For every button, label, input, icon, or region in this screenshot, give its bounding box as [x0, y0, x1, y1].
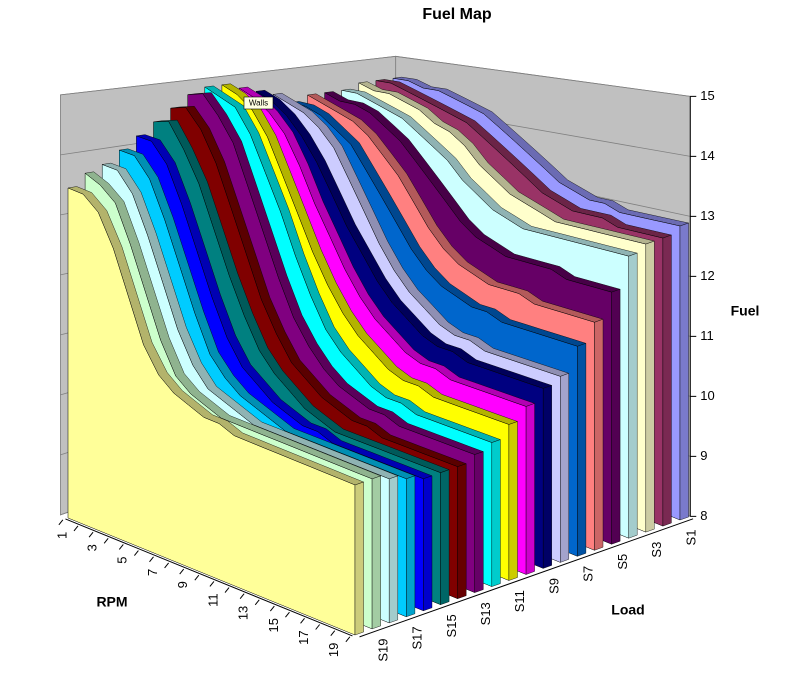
x-tick	[345, 636, 351, 643]
x-tick	[73, 525, 79, 532]
depth-tick-label: S17	[410, 626, 425, 649]
wall-end	[354, 481, 364, 636]
x-tick	[88, 531, 94, 538]
wall-end	[389, 475, 398, 624]
wall-end	[662, 234, 672, 527]
wall-end	[560, 373, 569, 563]
y-axis-title: Fuel	[731, 303, 760, 319]
x-tick	[285, 611, 290, 618]
x-tick-label: 7	[145, 569, 160, 576]
depth-tick-label: S1	[683, 530, 698, 546]
y-tick-label: 14	[700, 148, 714, 163]
y-tick-label: 11	[700, 328, 714, 343]
depth-tick-label: S19	[375, 639, 390, 662]
wall-end	[645, 240, 655, 533]
x-tick	[164, 562, 169, 569]
x-axis-title: RPM	[96, 594, 127, 610]
y-tick-label: 10	[700, 388, 714, 403]
wall-end	[611, 288, 621, 545]
depth-tick-label: S9	[546, 578, 561, 594]
depth-tick-label: S5	[615, 554, 630, 570]
x-tick	[118, 544, 124, 550]
x-tick-label: 17	[296, 630, 311, 644]
wall-end	[474, 451, 484, 593]
x-tick	[58, 519, 64, 526]
x-tick	[300, 618, 305, 624]
area	[67, 187, 356, 636]
y-tick-label: 9	[700, 448, 707, 463]
x-tick	[194, 574, 200, 581]
x-tick	[209, 581, 215, 587]
x-tick-label: 5	[115, 556, 130, 563]
tooltip-box	[243, 96, 274, 110]
x-tick	[315, 624, 321, 630]
wall-end	[577, 343, 587, 557]
depth-tick-label: S15	[444, 614, 459, 637]
wall-end	[594, 318, 604, 551]
x-tick	[149, 556, 154, 563]
plot-area	[67, 76, 690, 636]
depth-tick-label: S3	[649, 542, 664, 558]
grid-line	[60, 55, 691, 97]
x-tick-label: 11	[205, 593, 220, 607]
x-tick	[103, 537, 109, 544]
x-tick-label: 15	[266, 618, 281, 632]
depth-axis-title: Load	[611, 602, 644, 618]
wall-end	[457, 463, 467, 599]
x-tick	[269, 605, 275, 612]
x-tick	[134, 550, 139, 556]
x-tick-label: 1	[54, 532, 69, 539]
y-tick-label: 13	[700, 208, 714, 223]
axes: 89101112131415S1S3S5S7S9S11S13S15S17S191…	[54, 88, 714, 662]
depth-tick-label: S7	[581, 566, 596, 582]
wall-end	[406, 475, 416, 618]
wall-end	[440, 469, 450, 605]
x-tick	[254, 599, 260, 606]
x-tick-label: 19	[326, 643, 341, 657]
y-tick-label: 12	[700, 268, 714, 283]
y-tick-label: 15	[700, 88, 714, 103]
wall-end	[508, 421, 518, 581]
wall-end	[525, 403, 535, 575]
wall-end	[423, 475, 433, 612]
x-tick	[224, 587, 230, 593]
wall-end	[491, 439, 501, 587]
wall-end	[543, 385, 552, 569]
x-tick	[330, 630, 336, 636]
wall-end	[628, 252, 638, 539]
depth-axis-line	[359, 518, 694, 638]
depth-tick-label: S11	[512, 590, 527, 612]
tooltip: Walls	[249, 99, 268, 108]
x-tick	[179, 568, 185, 575]
wall-end	[679, 222, 689, 521]
x-tick	[239, 593, 245, 600]
wall-end	[371, 475, 381, 630]
x-tick-label: 3	[85, 544, 100, 551]
x-tick-label: 9	[175, 581, 190, 588]
x-tick-label: 13	[236, 606, 251, 620]
depth-tick-label: S13	[478, 602, 493, 625]
y-tick-label: 8	[700, 508, 707, 523]
chart-title: Fuel Map	[422, 6, 492, 23]
x-axis-line	[65, 518, 353, 637]
